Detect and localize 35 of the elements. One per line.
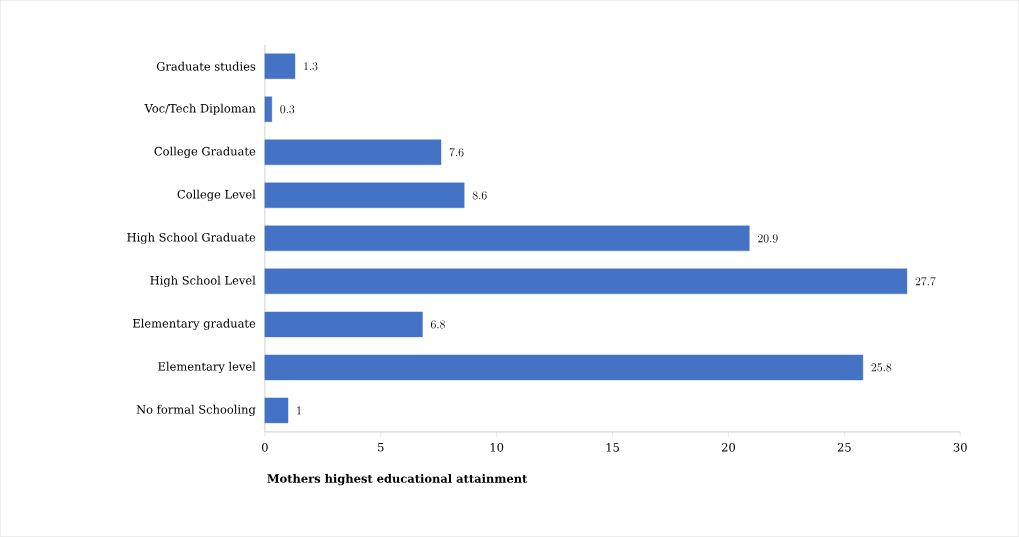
data-label: 27.7 <box>915 277 936 286</box>
data-label: 7.6 <box>449 148 464 157</box>
y-tick-label: High School Level <box>150 275 256 288</box>
x-tick-label: 0 <box>261 443 268 452</box>
bar <box>264 96 273 123</box>
y-tick-label: Elementary level <box>158 361 256 374</box>
data-label: 1 <box>297 406 301 415</box>
x-axis-title: Mothers highest educational attainment <box>267 474 528 486</box>
x-tick-label: 5 <box>378 443 384 452</box>
y-tick-label: Voc/Tech Diploman <box>144 103 256 115</box>
bar <box>264 397 289 424</box>
bar <box>264 53 296 80</box>
y-tick-label: High School Graduate <box>127 232 256 245</box>
bar <box>264 354 864 381</box>
y-tick-label: College Graduate <box>154 146 256 159</box>
bar <box>264 182 465 209</box>
y-tick-label: Elementary graduate <box>132 318 256 331</box>
data-label: 6.8 <box>430 320 445 329</box>
y-tick-label: College Level <box>177 189 256 202</box>
data-label: 20.9 <box>757 234 778 243</box>
y-tick-label: No formal Schooling <box>136 404 256 417</box>
data-label: 25.8 <box>871 363 892 372</box>
bar <box>264 225 750 252</box>
x-tick-label: 30 <box>953 443 967 452</box>
x-tick-label: 25 <box>837 443 851 452</box>
bar <box>264 311 423 338</box>
data-label: 8.6 <box>472 191 487 200</box>
data-label: 1 .3 <box>304 62 318 71</box>
y-tick-label: Graduate studies <box>156 61 256 71</box>
data-label: 0.3 <box>280 105 295 114</box>
bar <box>264 139 442 166</box>
x-tick-label: 15 <box>606 443 619 452</box>
x-tick-label: 10 <box>490 443 504 452</box>
bar <box>264 268 908 295</box>
x-tick-label: 20 <box>721 443 735 452</box>
